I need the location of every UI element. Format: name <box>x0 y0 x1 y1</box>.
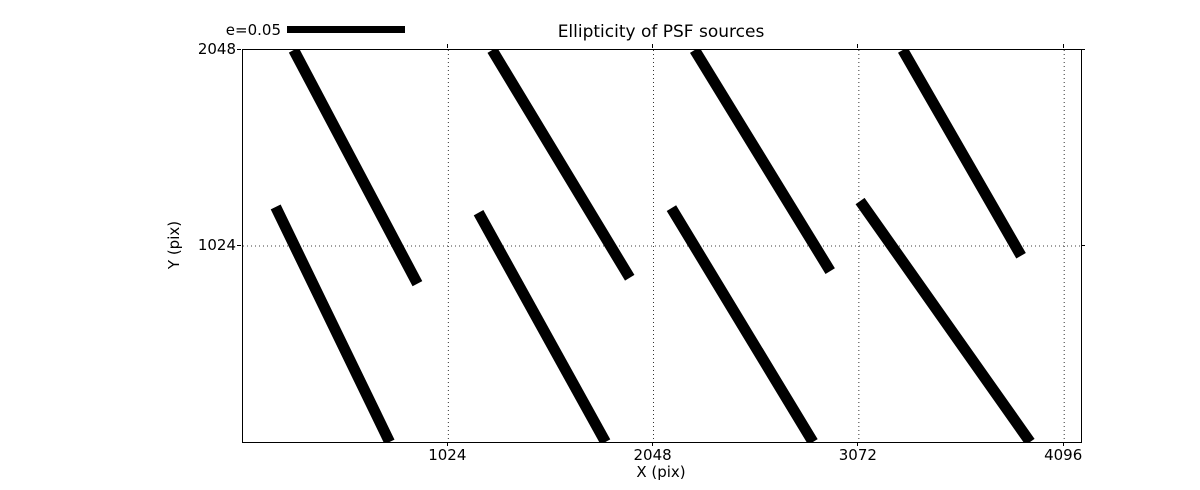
ellipticity-whisker <box>270 204 395 442</box>
x-axis-tick-top <box>1062 44 1064 48</box>
x-tick-label: 1024 <box>428 446 467 464</box>
x-axis-tick <box>857 442 859 446</box>
x-axis-tick <box>652 442 654 446</box>
x-axis-label: X (pix) <box>636 463 686 481</box>
y-axis-tick-right <box>1081 244 1085 246</box>
plot-area <box>242 49 1082 443</box>
ellipticity-whisker <box>487 50 635 281</box>
ellipticity-whisker <box>666 205 818 442</box>
y-tick-label: 1024 <box>197 236 236 254</box>
whisker-plot-canvas <box>243 50 1081 442</box>
x-axis-tick-top <box>446 44 448 48</box>
ellipticity-whisker <box>473 210 611 442</box>
y-tick-label: 2048 <box>197 40 236 58</box>
ellipticity-whisker <box>288 50 423 287</box>
ellipticity-whisker <box>689 50 835 274</box>
x-axis-tick-top <box>652 44 654 48</box>
ellipticity-whisker <box>855 197 1035 442</box>
x-axis-tick <box>446 442 448 446</box>
chart-title: Ellipticity of PSF sources <box>557 22 765 42</box>
legend-label: e=0.05 <box>225 21 281 39</box>
x-tick-label: 4096 <box>1044 446 1083 464</box>
x-axis-tick-top <box>857 44 859 48</box>
ellipticity-whisker <box>898 50 1026 259</box>
legend-scale-bar <box>287 26 405 33</box>
y-axis-tick <box>237 48 241 50</box>
x-tick-label: 3072 <box>838 446 877 464</box>
y-axis-tick-right <box>1081 48 1085 50</box>
x-axis-tick <box>1062 442 1064 446</box>
x-tick-label: 2048 <box>633 446 672 464</box>
y-axis-tick <box>237 244 241 246</box>
